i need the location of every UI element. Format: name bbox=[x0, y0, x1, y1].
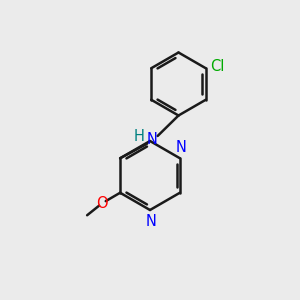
Text: N: N bbox=[146, 214, 156, 229]
Text: N: N bbox=[175, 140, 186, 155]
Text: Cl: Cl bbox=[210, 59, 224, 74]
Text: O: O bbox=[96, 196, 108, 211]
Text: N: N bbox=[147, 132, 158, 147]
Text: H: H bbox=[134, 129, 145, 144]
